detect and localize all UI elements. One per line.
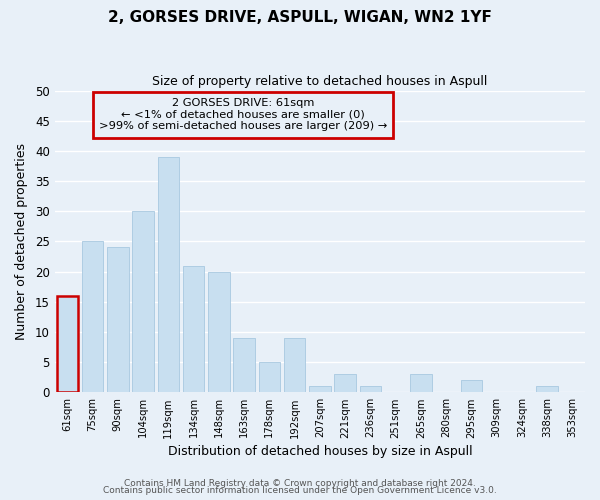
Bar (133, 212, 154, 392)
Bar (259, 362, 280, 392)
Bar (107, 248, 128, 392)
X-axis label: Distribution of detached houses by size in Aspull: Distribution of detached houses by size … (167, 444, 472, 458)
Bar (536, 386, 558, 392)
Text: Contains public sector information licensed under the Open Government Licence v3: Contains public sector information licen… (103, 486, 497, 495)
Bar (410, 374, 431, 392)
Text: 2 GORSES DRIVE: 61sqm
← <1% of detached houses are smaller (0)
>99% of semi-deta: 2 GORSES DRIVE: 61sqm ← <1% of detached … (99, 98, 387, 132)
Bar (183, 266, 205, 392)
Bar (284, 338, 305, 392)
Bar (309, 386, 331, 392)
Bar (158, 157, 179, 392)
Bar (359, 386, 381, 392)
Y-axis label: Number of detached properties: Number of detached properties (15, 143, 28, 340)
Text: 2, GORSES DRIVE, ASPULL, WIGAN, WN2 1YF: 2, GORSES DRIVE, ASPULL, WIGAN, WN2 1YF (108, 10, 492, 25)
Bar (82, 242, 103, 392)
Bar (56, 296, 78, 392)
Bar (208, 272, 230, 392)
Bar (334, 374, 356, 392)
Text: Contains HM Land Registry data © Crown copyright and database right 2024.: Contains HM Land Registry data © Crown c… (124, 478, 476, 488)
Bar (233, 338, 255, 392)
Title: Size of property relative to detached houses in Aspull: Size of property relative to detached ho… (152, 75, 488, 88)
Bar (461, 380, 482, 392)
